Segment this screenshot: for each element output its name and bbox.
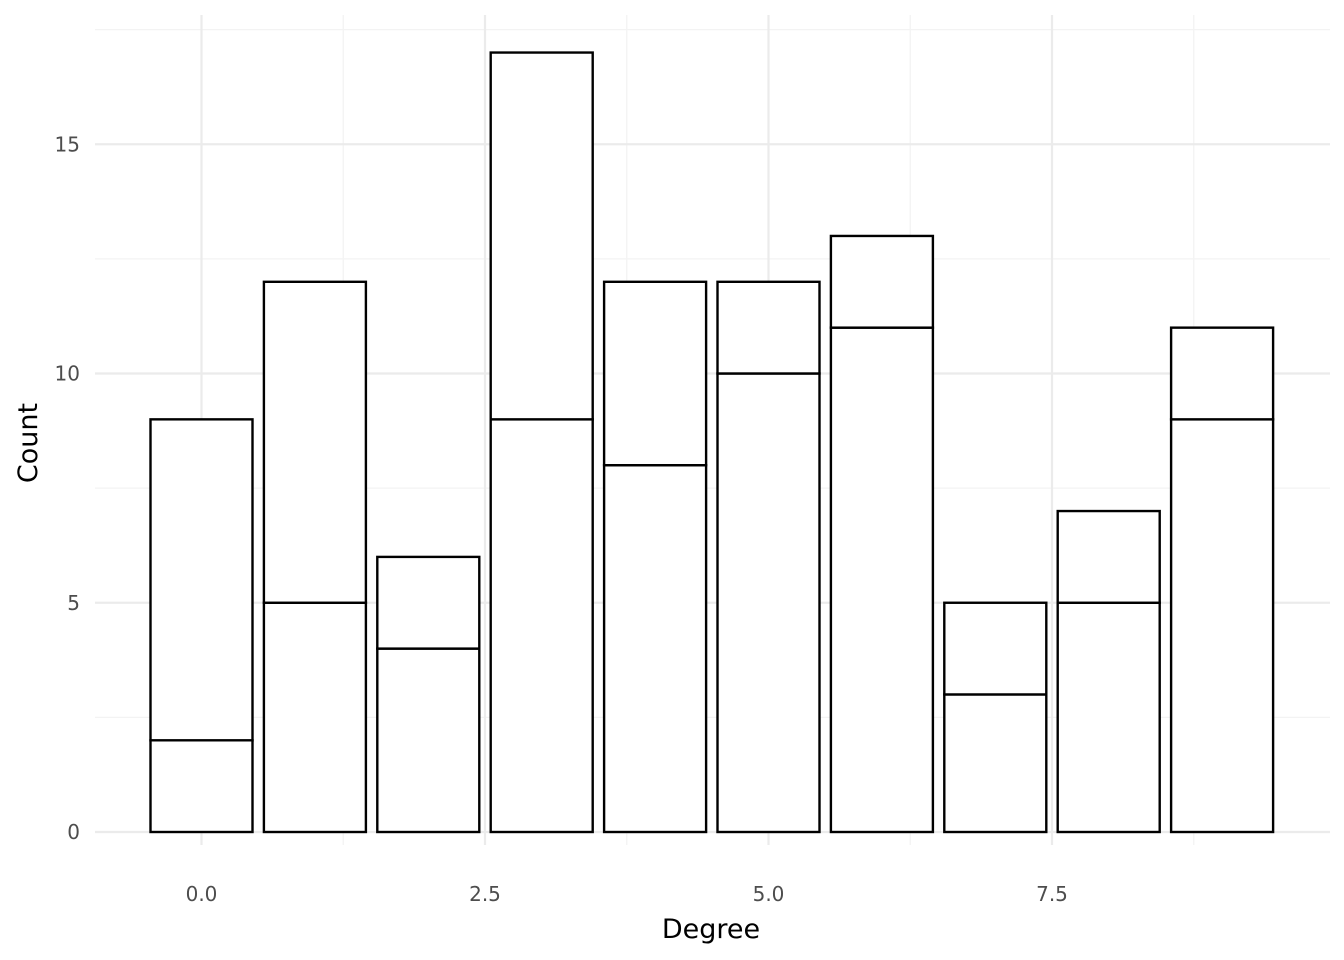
- bar-segment-2-degree-9: [1169, 326, 1275, 421]
- y-tick-label: 0: [67, 820, 80, 844]
- x-tick-labels: 0.0 2.5 5.0 7.5: [186, 882, 1068, 906]
- bars: [149, 51, 1275, 834]
- bar-segment-1-degree-7: [943, 693, 1048, 834]
- y-tick-labels: 0 5 10 15: [55, 132, 80, 844]
- bar-segment-2-degree-5: [716, 280, 821, 375]
- bar-segment-2-degree-8: [1056, 509, 1161, 604]
- bar-segment-2-degree-3: [489, 51, 594, 421]
- bar-segment-1-degree-2: [376, 647, 481, 834]
- bar-segment-1-degree-4: [602, 464, 708, 834]
- x-tick-label: 0.0: [186, 882, 218, 906]
- y-axis-title: Count: [13, 403, 44, 483]
- x-tick-label: 7.5: [1036, 882, 1068, 906]
- x-tick-label: 5.0: [753, 882, 785, 906]
- y-tick-label: 5: [67, 591, 80, 615]
- bar-segment-1-degree-5: [716, 372, 821, 834]
- bar-segment-1-degree-0: [149, 739, 254, 834]
- x-tick-label: 2.5: [469, 882, 501, 906]
- bar-segment-2-degree-7: [943, 601, 1048, 696]
- bar-segment-1-degree-1: [262, 601, 368, 834]
- bar-segment-1-degree-9: [1169, 418, 1275, 834]
- bar-segment-2-degree-4: [602, 280, 708, 467]
- bar-segment-1-degree-8: [1056, 601, 1161, 834]
- bar-segment-2-degree-6: [829, 234, 935, 329]
- bar-segment-1-degree-3: [489, 418, 594, 834]
- y-tick-label: 15: [55, 132, 80, 156]
- bar-segment-2-degree-2: [376, 555, 481, 650]
- bar-segment-2-degree-1: [262, 280, 368, 604]
- bar-segment-2-degree-0: [149, 418, 254, 742]
- bar-segment-1-degree-6: [829, 326, 935, 834]
- x-axis-title: Degree: [662, 914, 760, 945]
- y-tick-label: 10: [55, 362, 80, 386]
